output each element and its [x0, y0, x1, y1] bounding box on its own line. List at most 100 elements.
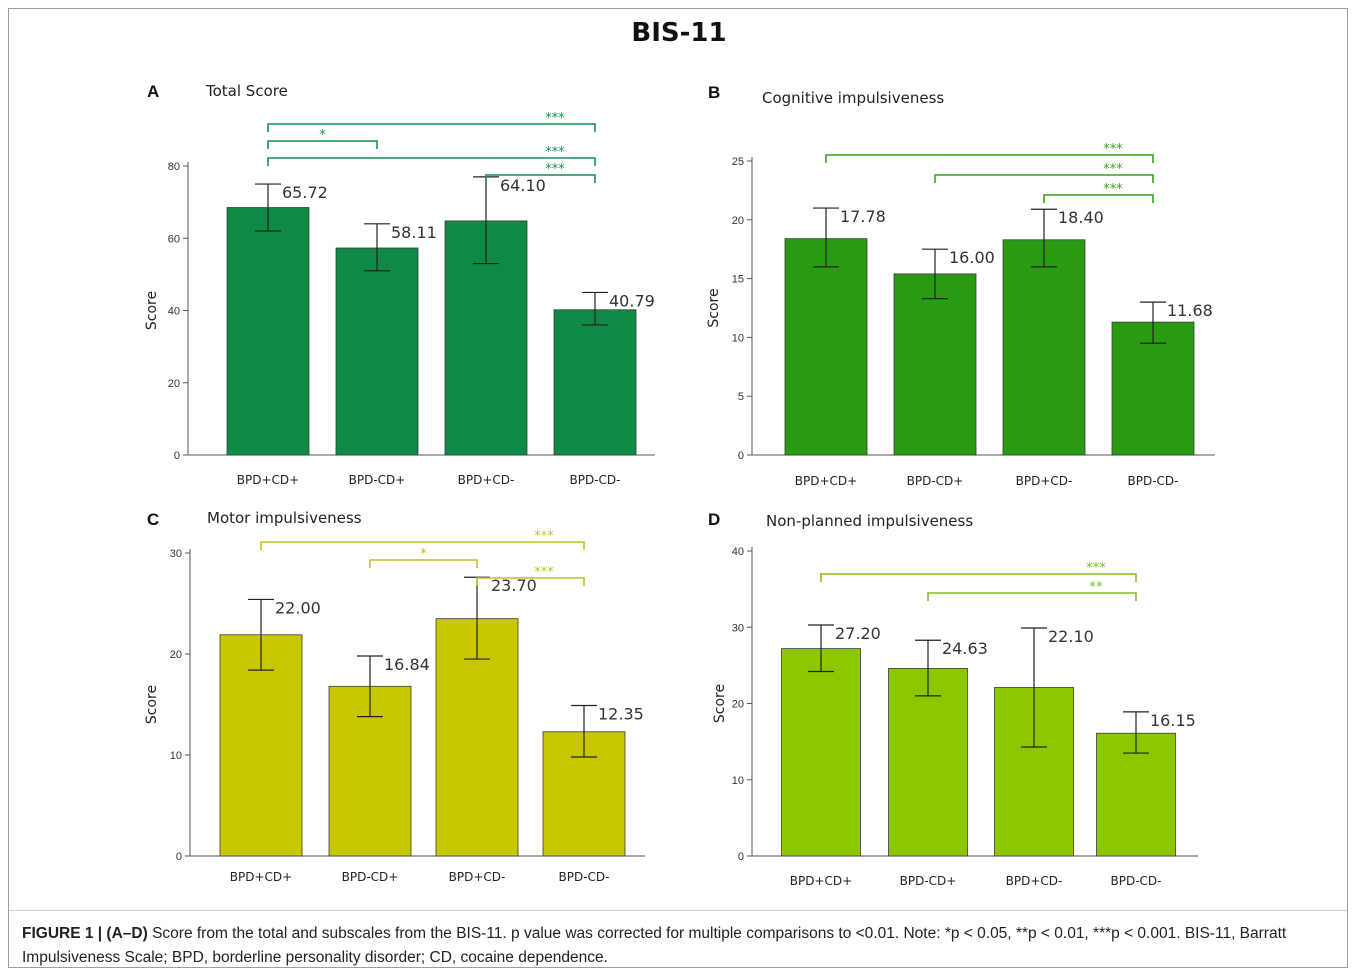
panel-b-category-label: BPD+CD- [1016, 474, 1073, 488]
panel-b-y-tick-label: 5 [738, 391, 744, 403]
panel-letter-b: B [708, 83, 721, 102]
panel-b-data-label: 16.00 [949, 248, 995, 267]
panel-b-significance-bracket [825, 154, 1154, 163]
panel-a-category-label: BPD-CD+ [349, 473, 406, 487]
panel-a-y-tick-label: 60 [168, 233, 180, 245]
panel-b-data-label: 17.78 [840, 207, 886, 226]
panel-a-significance-label: * [319, 128, 326, 143]
panel-a-data-label: 64.10 [500, 176, 546, 195]
panel-c-significance-bracket [260, 541, 585, 550]
panel-b-y-tick-label: 15 [732, 274, 744, 286]
panel-d-category-label: BPD+CD+ [790, 874, 852, 888]
panel-a-y-tick-label: 40 [168, 306, 180, 318]
panel-a-bar [226, 207, 310, 456]
panel-b-category-label: BPD-CD+ [907, 474, 964, 488]
panel-c-significance-label: *** [534, 565, 554, 580]
panel-b-category-label: BPD-CD- [1128, 474, 1179, 488]
panel-d-significance-label: ** [1090, 580, 1104, 595]
panel-letter-a: A [147, 82, 160, 101]
panel-a-data-label: 40.79 [609, 291, 655, 310]
panel-b-data-label: 18.40 [1058, 208, 1104, 227]
panel-c-category-label: BPD+CD- [449, 870, 506, 884]
panel-a-significance-bracket [485, 174, 596, 183]
panel-d-bar [1096, 732, 1176, 857]
panel-b-y-tick-label: 20 [732, 215, 744, 227]
panel-letter-d: D [708, 510, 721, 529]
panel-a-y-tick-label: 80 [168, 161, 180, 173]
panel-a-significance-label: *** [545, 162, 565, 177]
panel-c-y-tick-label: 20 [170, 649, 182, 661]
panel-c-data-label: 12.35 [598, 705, 644, 724]
panel-b-significance-bracket [934, 174, 1154, 183]
panel-d-significance-label: *** [1086, 561, 1106, 576]
panel-a-y-tick-label: 20 [168, 378, 180, 390]
panel-a-category-label: BPD+CD- [458, 473, 515, 487]
panel-d-bar [781, 648, 861, 857]
figure-caption: FIGURE 1 | (A–D) Score from the total an… [22, 922, 1332, 970]
panel-letter-c: C [147, 510, 160, 529]
panel-d-bar [888, 668, 968, 857]
panel-a-category-label: BPD+CD+ [237, 473, 299, 487]
panel-b-bar [1111, 321, 1195, 456]
panel-d-y-axis-label: Score [712, 684, 728, 723]
panel-d-y-tick-label: 10 [732, 775, 744, 787]
panel-b-significance-label: *** [1103, 182, 1123, 197]
panel-a-y-axis-label: Score [144, 291, 160, 330]
panel-a-significance-bracket [267, 123, 596, 132]
panel-title-d: Non-planned impulsiveness [766, 512, 974, 530]
panel-d-y-tick-label: 20 [732, 699, 744, 711]
panel-title-a: Total Score [206, 82, 288, 100]
panel-b-significance-label: *** [1103, 142, 1123, 157]
panel-c-category-label: BPD-CD- [559, 870, 610, 884]
panel-c-y-axis-label: Score [144, 685, 160, 724]
panel-title-b: Cognitive impulsiveness [762, 89, 945, 107]
panel-d-data-label: 27.20 [835, 624, 881, 643]
panel-c-category-label: BPD-CD+ [342, 870, 399, 884]
panel-a-significance-label: *** [545, 111, 565, 126]
panel-b-bar [784, 238, 868, 456]
panel-c-data-label: 22.00 [275, 598, 321, 617]
panel-a-data-label: 58.11 [391, 223, 437, 242]
figure-title: BIS-11 [631, 18, 727, 48]
panel-c-data-label: 23.70 [491, 576, 537, 595]
panel-a-significance-bracket [267, 157, 596, 166]
panel-title-c: Motor impulsiveness [207, 509, 362, 527]
panel-d-y-tick-label: 30 [732, 622, 744, 634]
panel-d-category-label: BPD-CD- [1111, 874, 1162, 888]
panel-c-category-label: BPD+CD+ [230, 870, 292, 884]
panel-b-significance-label: *** [1103, 162, 1123, 177]
panel-b-y-tick-label: 25 [732, 156, 744, 168]
panel-d-category-label: BPD-CD+ [900, 874, 957, 888]
panel-b-y-axis-label: Score [706, 288, 722, 327]
panel-b-category-label: BPD+CD+ [795, 474, 857, 488]
panel-d-data-label: 16.15 [1150, 711, 1196, 730]
panel-a-data-label: 65.72 [282, 183, 328, 202]
panel-b-significance-bracket [1043, 194, 1154, 203]
caption-divider [9, 910, 1347, 911]
panel-a-y-tick-label: 0 [174, 450, 180, 462]
panel-c-significance-bracket [476, 577, 585, 586]
panel-c-significance-bracket [369, 559, 478, 568]
caption-label: FIGURE 1 | (A–D) [22, 925, 148, 942]
panel-a-bar [553, 309, 637, 456]
panel-d-data-label: 22.10 [1048, 627, 1094, 646]
panel-a-significance-label: *** [545, 145, 565, 160]
panel-d-significance-bracket [927, 592, 1137, 601]
panel-c-data-label: 16.84 [384, 655, 430, 674]
panel-a-category-label: BPD-CD- [570, 473, 621, 487]
panel-b-bar [1002, 239, 1086, 456]
panel-c-bar [219, 634, 303, 857]
panel-b-bar [893, 273, 977, 456]
panel-d-y-tick-label: 0 [738, 851, 744, 863]
panel-c-y-tick-label: 10 [170, 750, 182, 762]
panel-c-significance-label: *** [534, 529, 554, 544]
panel-d-y-tick-label: 40 [732, 546, 744, 558]
panel-b-data-label: 11.68 [1167, 301, 1213, 320]
caption-text: Score from the total and subscales from … [22, 925, 1287, 966]
panel-d-data-label: 24.63 [942, 639, 988, 658]
panel-d-category-label: BPD+CD- [1006, 874, 1063, 888]
panel-a-bar [335, 247, 419, 456]
panel-a-significance-bracket [267, 140, 378, 149]
panel-c-y-tick-label: 0 [176, 851, 182, 863]
